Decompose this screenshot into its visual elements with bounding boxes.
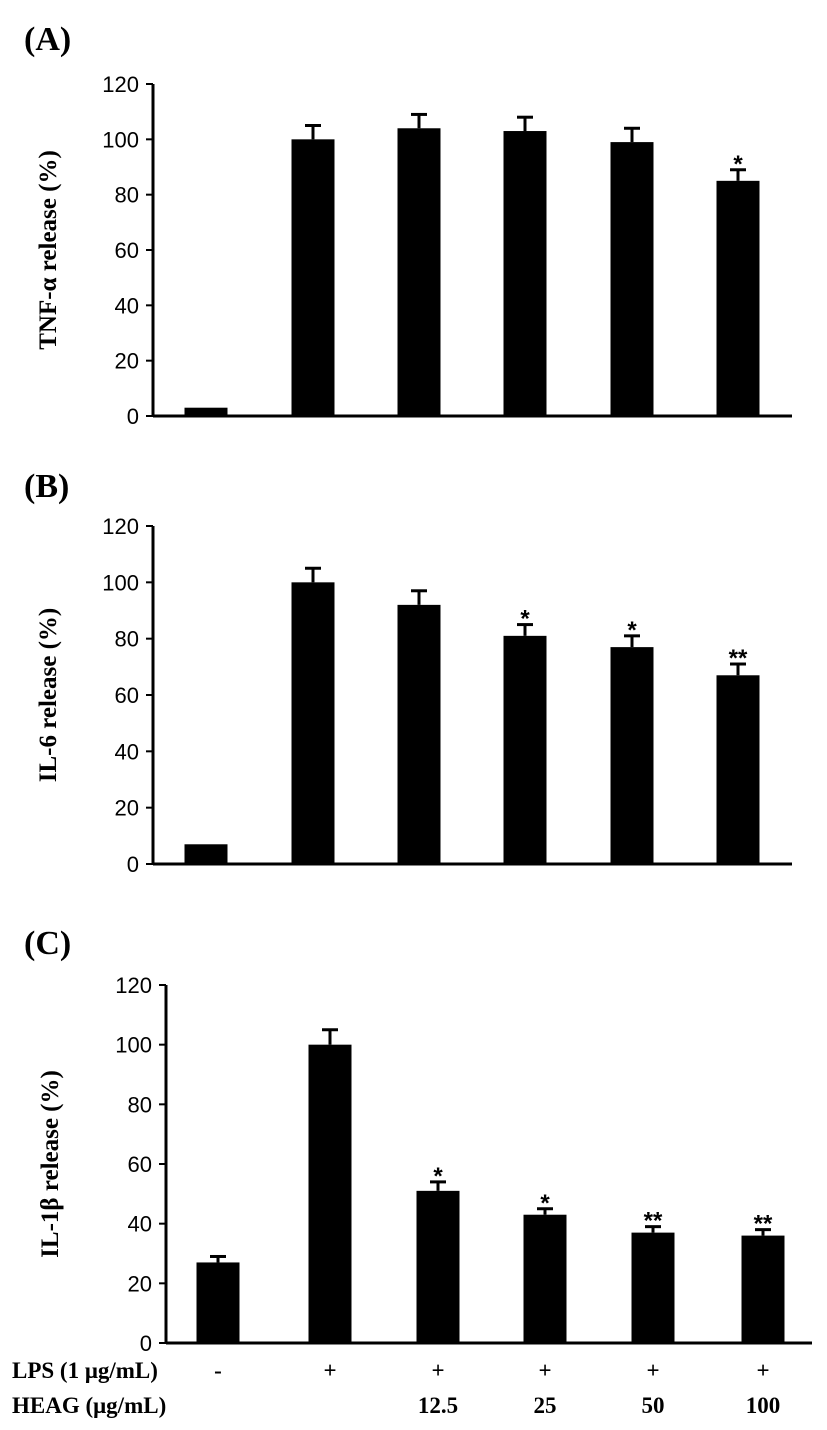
bar (503, 635, 547, 864)
y-tick-label: 0 (127, 852, 139, 877)
significance-marker: ** (754, 1211, 773, 1238)
heag-value: 50 (642, 1393, 665, 1418)
y-tick-label: 20 (115, 796, 139, 821)
bar (196, 1262, 240, 1343)
lps-value: + (646, 1358, 659, 1383)
lps-value: + (538, 1358, 551, 1383)
bar (716, 675, 760, 864)
significance-marker: ** (729, 645, 748, 672)
y-tick-label: 100 (102, 127, 139, 152)
y-tick-label: 60 (128, 1152, 152, 1177)
heag-value: 25 (534, 1393, 557, 1418)
panel-label: (A) (24, 21, 71, 58)
significance-marker: ** (644, 1208, 663, 1235)
y-tick-label: 80 (115, 627, 139, 652)
y-tick-label: 120 (102, 72, 139, 97)
bar (397, 128, 441, 416)
y-axis-title: IL-1β release (%) (37, 1070, 64, 1258)
panel-label: (B) (24, 468, 69, 505)
significance-marker: * (540, 1190, 550, 1217)
heag-row-label: HEAG (μg/mL) (12, 1393, 166, 1418)
y-axis-title: TNF-α release (%) (35, 150, 62, 350)
y-tick-label: 40 (115, 293, 139, 318)
lps-value: + (323, 1358, 336, 1383)
bar (308, 1044, 352, 1343)
y-axis-title: IL-6 release (%) (35, 608, 62, 783)
y-tick-label: 0 (140, 1331, 152, 1356)
bar (523, 1214, 567, 1343)
y-tick-label: 120 (115, 973, 152, 998)
bar (184, 407, 228, 416)
bar (416, 1190, 460, 1343)
y-tick-label: 60 (115, 238, 139, 263)
bar (291, 139, 335, 417)
lps-value: + (431, 1358, 444, 1383)
y-tick-label: 120 (102, 514, 139, 539)
y-tick-label: 80 (115, 183, 139, 208)
y-tick-label: 80 (128, 1092, 152, 1117)
panel-label: (C) (24, 925, 71, 962)
lps-value: - (214, 1358, 222, 1383)
y-tick-label: 40 (115, 739, 139, 764)
bar (503, 131, 547, 417)
lps-value: + (756, 1358, 769, 1383)
bar (741, 1235, 785, 1343)
significance-marker: * (520, 606, 530, 633)
significance-marker: * (733, 151, 743, 178)
y-tick-label: 60 (115, 683, 139, 708)
bar (291, 582, 335, 864)
bar (610, 647, 654, 864)
bar (397, 604, 441, 864)
y-tick-label: 20 (128, 1271, 152, 1296)
heag-value: 100 (746, 1393, 781, 1418)
bar (610, 142, 654, 416)
bar (184, 844, 228, 864)
y-tick-label: 100 (102, 570, 139, 595)
y-tick-label: 0 (127, 404, 139, 429)
lps-row-label: LPS (1 μg/mL) (12, 1358, 158, 1383)
bar (716, 180, 760, 416)
y-tick-label: 40 (128, 1212, 152, 1237)
significance-marker: * (627, 617, 637, 644)
significance-marker: * (433, 1163, 443, 1190)
y-tick-label: 20 (115, 349, 139, 374)
bar (631, 1232, 675, 1343)
y-tick-label: 100 (115, 1033, 152, 1058)
heag-value: 12.5 (418, 1393, 458, 1418)
